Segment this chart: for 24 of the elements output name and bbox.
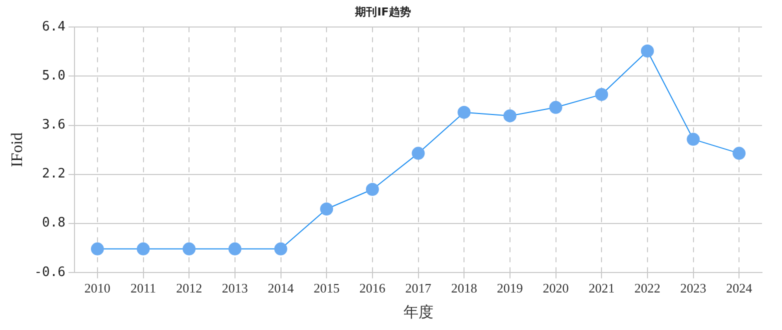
x-tick-label: 2022 bbox=[634, 280, 660, 296]
x-tick-label: 2024 bbox=[726, 280, 753, 296]
x-axis-title: 年度 bbox=[403, 302, 434, 321]
chart-title: 期刊IF趋势 bbox=[354, 5, 411, 18]
x-tick-label: 2017 bbox=[405, 280, 432, 296]
x-tick-label: 2020 bbox=[542, 280, 569, 296]
x-tick-label: 2011 bbox=[130, 280, 156, 296]
y-axis-title: IFoid bbox=[8, 132, 26, 168]
x-tick-label: 2015 bbox=[314, 280, 340, 296]
y-tick-label: -0.6 bbox=[34, 264, 66, 280]
x-tick-label: 2014 bbox=[268, 280, 294, 296]
x-tick-label: 2023 bbox=[680, 280, 706, 296]
y-tick-label: 2.2 bbox=[42, 166, 66, 182]
x-tick-label: 2021 bbox=[588, 280, 615, 296]
x-tick-label: 2018 bbox=[451, 280, 478, 296]
x-tick-label: 2013 bbox=[222, 280, 248, 296]
x-tick-label: 2012 bbox=[176, 280, 202, 296]
x-tick-label: 2019 bbox=[496, 280, 523, 296]
y-tick-label: 3.6 bbox=[42, 118, 66, 133]
x-tick-label: 2010 bbox=[84, 280, 110, 296]
y-tick-label: 6.4 bbox=[42, 20, 66, 35]
x-tick-label: 2016 bbox=[359, 280, 386, 296]
y-tick-label: 0.8 bbox=[42, 216, 66, 231]
y-tick-label: 5.0 bbox=[42, 68, 66, 84]
